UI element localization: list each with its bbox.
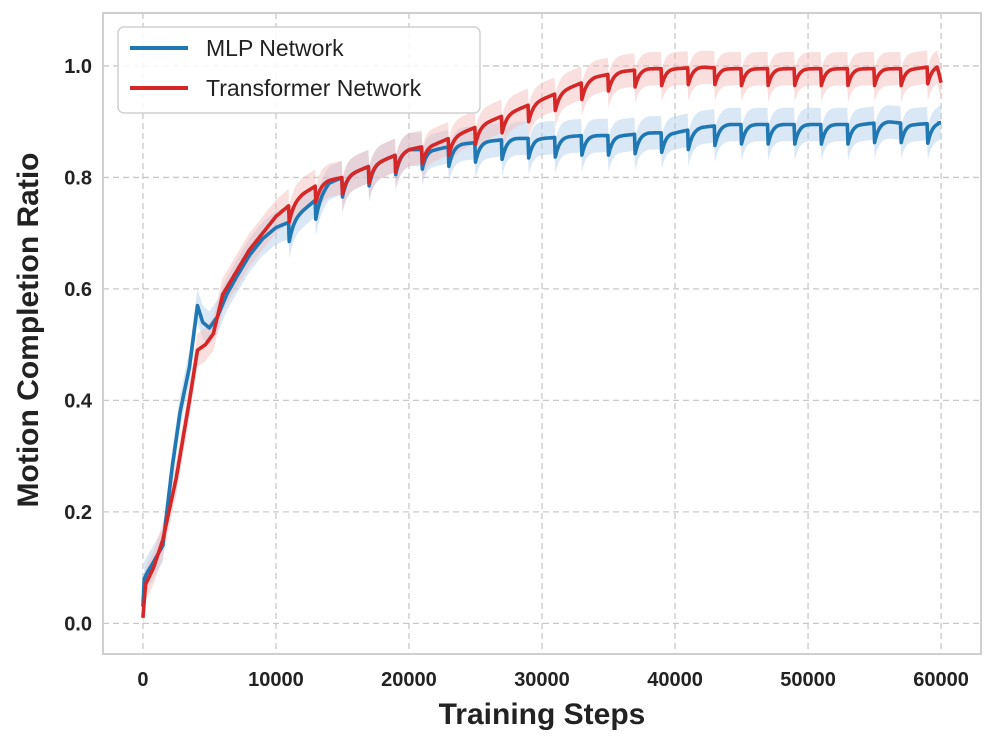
series-lines	[141, 65, 943, 618]
line-transformer	[141, 65, 943, 618]
legend-box	[117, 26, 481, 114]
y-tick-label: 1.0	[64, 56, 92, 78]
legend-label-mlp: MLP Network	[206, 35, 344, 61]
x-tick-label: 40000	[647, 669, 703, 691]
x-tick-label: 30000	[514, 669, 570, 691]
x-tick-label: 20000	[381, 669, 437, 691]
x-axis-title: Training Steps	[439, 698, 646, 731]
y-tick-label: 0.2	[64, 502, 92, 524]
grid	[103, 13, 981, 654]
x-tick-label: 50000	[780, 669, 836, 691]
y-tick-labels: 0.0 0.2 0.4 0.6 0.8 1.0	[64, 56, 93, 635]
x-tick-label: 10000	[248, 669, 304, 691]
plot-frame	[102, 12, 982, 655]
legend-label-transformer: Transformer Network	[206, 75, 422, 101]
x-tick-label: 0	[137, 669, 148, 691]
legend: MLP Network Transformer Network	[117, 26, 481, 114]
line-mlp	[141, 120, 943, 607]
x-tick-labels: 0 10000 20000 30000 40000 50000 60000	[137, 669, 969, 691]
y-tick-label: 0.6	[64, 279, 92, 301]
x-tick-label: 60000	[913, 669, 969, 691]
y-axis-title: Motion Completion Ratio	[12, 153, 45, 508]
y-tick-label: 0.0	[64, 613, 92, 635]
y-tick-label: 0.4	[64, 390, 93, 412]
y-tick-label: 0.8	[64, 167, 92, 189]
